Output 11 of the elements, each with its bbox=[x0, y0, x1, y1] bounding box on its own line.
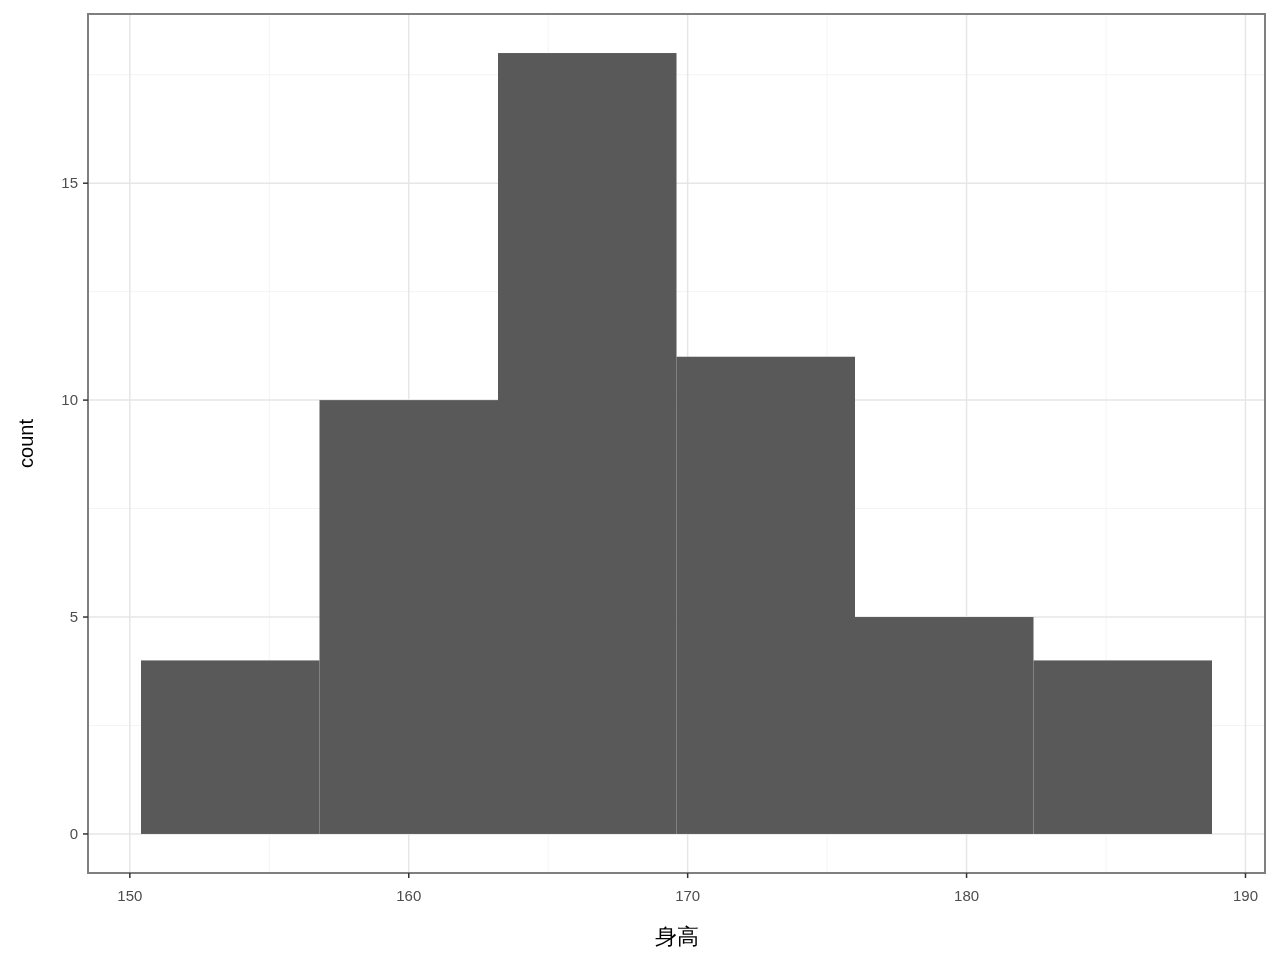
y-tick-label: 0 bbox=[69, 824, 78, 842]
x-tick-label: 190 bbox=[1232, 887, 1258, 904]
y-tick-label: 5 bbox=[69, 608, 78, 626]
y-tick-label: 10 bbox=[61, 391, 78, 409]
x-tick-label: 160 bbox=[396, 887, 422, 904]
x-tick-label: 150 bbox=[117, 887, 143, 904]
y-tick-label: 15 bbox=[61, 174, 78, 192]
x-tick-label: 180 bbox=[954, 887, 980, 904]
x-tick-label: 170 bbox=[675, 887, 701, 904]
y-axis-title: count bbox=[15, 418, 37, 468]
x-axis-title: 身高 bbox=[654, 924, 699, 949]
